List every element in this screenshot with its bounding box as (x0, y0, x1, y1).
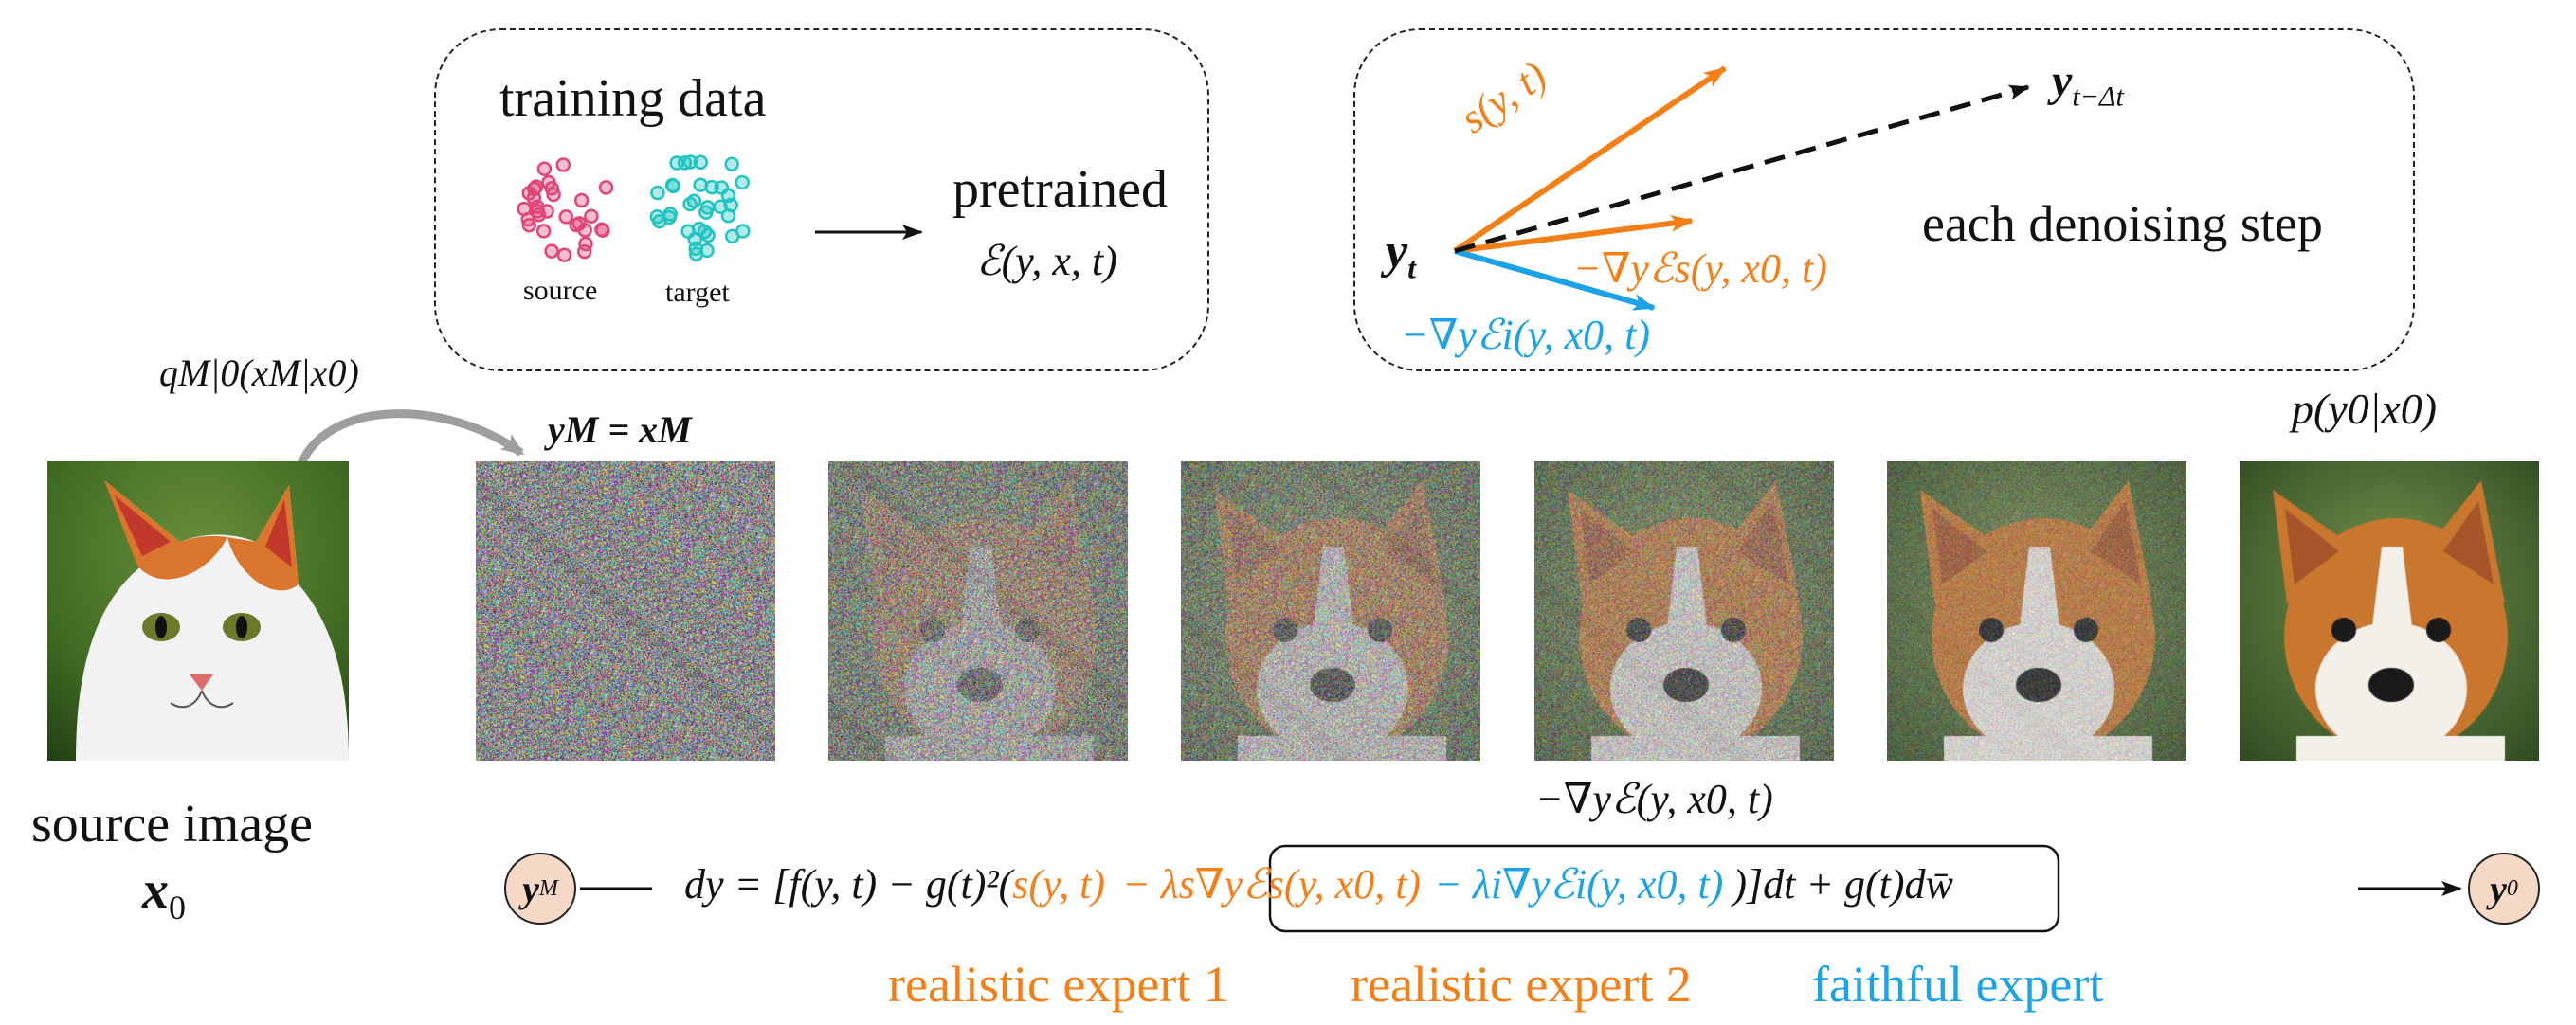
cluster-point (535, 224, 552, 239)
cluster-point (556, 247, 572, 262)
cluster-point (650, 185, 665, 201)
cluster-point (693, 154, 709, 171)
eq-term-s: − λs∇yℰs(y, x0, t) (1122, 861, 1422, 908)
expert-3-label: faithful expert (1812, 956, 2104, 1013)
target-cluster-label: target (665, 277, 730, 308)
expert-2-label: realistic expert 2 (1351, 956, 1692, 1013)
cluster-point (584, 208, 599, 225)
training-box (434, 28, 1209, 371)
cluster-point (521, 217, 537, 233)
eq-suffix: )]dt + g(t)dw̄ (1732, 861, 1953, 908)
x0-subscript: 0 (169, 889, 186, 927)
training-title: training data (499, 69, 767, 128)
cluster-point (536, 161, 553, 176)
trajectory-frame-6 (2240, 461, 2539, 761)
trajectory-frame-1 (476, 461, 775, 761)
trajectory-frame-2 (828, 461, 1128, 761)
denoising-step-caption: each denoising step (1922, 195, 2323, 252)
next-step-arrow (1454, 84, 2030, 254)
cluster-point (687, 231, 703, 247)
cluster-point (724, 228, 740, 244)
cluster-point (704, 179, 719, 195)
forward-kernel-label: qM|0(xM|x0) (159, 351, 359, 394)
y-next-subscript: t−Δt (2072, 81, 2124, 113)
cluster-point (569, 217, 584, 233)
trajectory-frame-5 (1887, 461, 2186, 761)
trajectory-frame-4 (1534, 461, 1834, 761)
cluster-point (682, 196, 698, 212)
y-next-label: yt−Δt (2052, 55, 2124, 114)
source-caption: source image (31, 795, 313, 854)
cluster-point (664, 177, 680, 193)
grad-i-arrow (1454, 248, 1656, 311)
yt-subscript: t (1407, 250, 1416, 285)
ym-subscript: M (538, 875, 558, 901)
cluster-point (555, 157, 571, 172)
cat-image (47, 461, 349, 761)
cluster-point (573, 192, 590, 208)
cluster-point (669, 155, 684, 171)
eq-prefix: dy = [f(y, t) − g(t)²( (684, 861, 1013, 908)
cluster-point (662, 207, 678, 222)
yt-label: yt (1386, 224, 1416, 285)
target-cluster (649, 154, 751, 261)
x0-symbol: x (142, 861, 169, 920)
y-next-symbol: y (2052, 56, 2073, 106)
cluster-point (598, 180, 614, 195)
expert-1-label: realistic expert 1 (888, 956, 1229, 1013)
grad-i-label: −∇yℰi(y, x0, t) (1401, 312, 1650, 358)
cluster-point (528, 179, 544, 194)
cluster-point (682, 154, 698, 170)
cluster-point (720, 208, 736, 224)
denoising-step-box (1353, 28, 2415, 371)
cluster-point (595, 223, 610, 238)
cluster-point (649, 209, 665, 225)
cluster-point (558, 209, 573, 225)
forward-kernel-arrow (294, 409, 525, 473)
source-cluster (517, 157, 614, 262)
cluster-point (699, 200, 716, 215)
y0-symbol: y (2490, 867, 2507, 910)
trajectory-frame-3 (1181, 461, 1480, 761)
grad-s-label: −∇yℰs(y, x0, t) (1573, 245, 1827, 292)
cluster-point (724, 156, 739, 172)
energy-expression: ℰ(y, x, t) (976, 238, 1117, 284)
expert-terms-box (1268, 844, 2060, 933)
cluster-point (697, 224, 713, 240)
cluster-point (541, 174, 556, 190)
yt-symbol: y (1386, 225, 1408, 279)
cluster-point (539, 204, 554, 219)
source-symbol: x0 (142, 860, 186, 927)
ym-symbol: y (522, 867, 539, 910)
grad-energy-label: −∇yℰ(y, x0, t) (1535, 776, 1773, 822)
score-arrow (1453, 65, 1727, 254)
cluster-point (699, 243, 715, 259)
source-image (47, 461, 349, 761)
cluster-point (578, 236, 593, 252)
sde-equation: dy = [f(y, t) − g(t)²(s(y, t) − λs∇yℰs(y,… (684, 860, 1953, 908)
output-distribution-label: p(y0|x0) (2292, 385, 2438, 433)
grad-s-arrow (1454, 214, 1694, 254)
cluster-point (544, 243, 559, 259)
eq-score: s(y, t) (1012, 861, 1106, 908)
y0-subscript: 0 (2506, 875, 2518, 901)
eq-term-i: − λi∇yℰi(y, x0, t) (1434, 861, 1724, 908)
pretrained-label: pretrained (952, 160, 1168, 219)
init-label: yM = xM (548, 408, 692, 451)
cluster-point (735, 174, 750, 190)
source-cluster-label: source (523, 275, 598, 306)
